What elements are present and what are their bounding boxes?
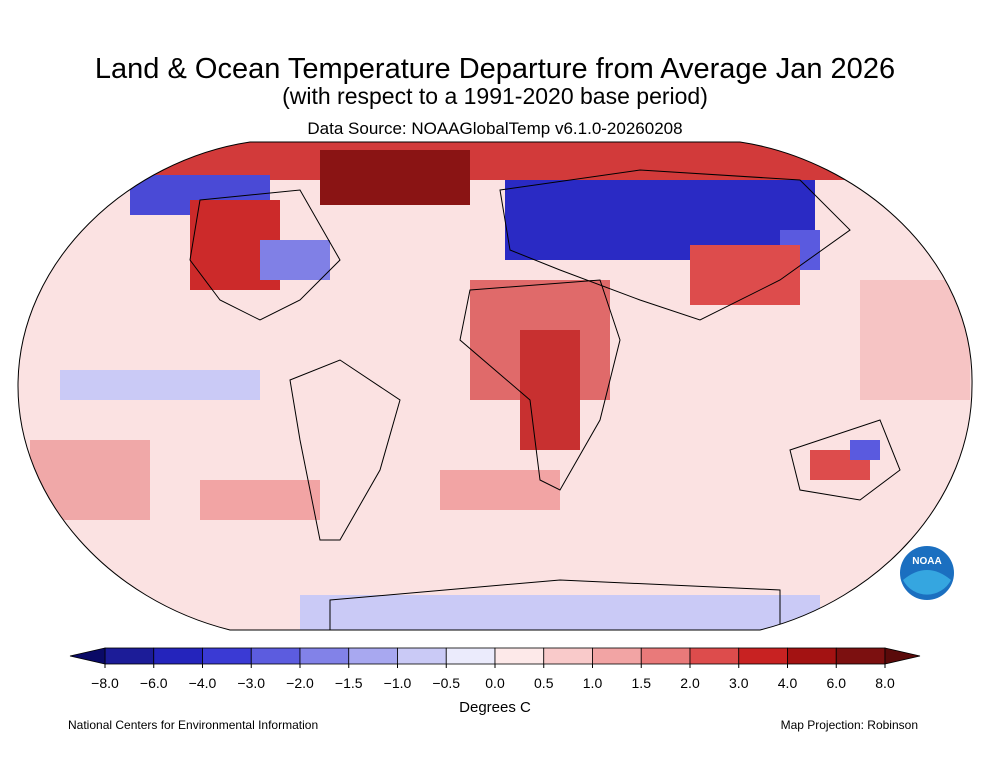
logo-text: NOAA xyxy=(912,556,941,567)
colorbar-bin xyxy=(689,647,740,665)
colorbar-tick-label: −1.5 xyxy=(335,675,363,691)
colorbar-tick-label: −0.5 xyxy=(432,675,460,691)
colorbar-bin xyxy=(592,647,642,665)
colorbar-bin xyxy=(738,647,788,665)
colorbar-over xyxy=(884,647,921,665)
colorbar-bin xyxy=(835,647,886,665)
colorbar-tick-label: −6.0 xyxy=(140,675,168,691)
anomaly-map xyxy=(18,142,973,630)
colorbar-bin xyxy=(787,647,837,665)
colorbar-label: Degrees C xyxy=(459,699,531,716)
colorbar-tick-label: 6.0 xyxy=(827,675,847,691)
colorbar-tick-label: −8.0 xyxy=(91,675,119,691)
colorbar-bin xyxy=(104,647,155,665)
footer-right: Map Projection: Robinson xyxy=(781,718,918,732)
map-outline xyxy=(17,141,973,631)
noaa-logo: NOAA xyxy=(900,546,954,600)
colorbar-tick-label: −3.0 xyxy=(237,675,265,691)
colorbar-tick-label: −2.0 xyxy=(286,675,314,691)
colorbar-tick-label: 1.5 xyxy=(632,675,652,691)
colorbar-tick-label: −4.0 xyxy=(189,675,217,691)
colorbar-bin xyxy=(250,647,301,665)
colorbar-tick-label: 8.0 xyxy=(875,675,895,691)
colorbar-tick-label: 0.5 xyxy=(534,675,554,691)
colorbar-tick-label: 0.0 xyxy=(485,675,505,691)
colorbar-bin xyxy=(543,647,593,665)
footer-left: National Centers for Environmental Infor… xyxy=(68,718,318,732)
colorbar-bin xyxy=(299,647,350,665)
colorbar-bin xyxy=(445,647,496,665)
colorbar-bin xyxy=(494,647,545,665)
title: Land & Ocean Temperature Departure from … xyxy=(95,53,895,85)
colorbar: −8.0 −6.0 −4.0 −3.0 −2.0 −1.5 −1.0 −0.5 0.0 0.5 1.… xyxy=(69,647,921,691)
colorbar-bin xyxy=(397,647,447,665)
colorbar-bin xyxy=(202,647,252,665)
colorbar-tick-label: 3.0 xyxy=(729,675,749,691)
data-source: Data Source: NOAAGlobalTemp v6.1.0-20260… xyxy=(307,119,682,138)
colorbar-bin xyxy=(348,647,398,665)
colorbar-tick-label: −1.0 xyxy=(384,675,412,691)
colorbar-bin xyxy=(640,647,691,665)
colorbar-under xyxy=(69,647,106,665)
colorbar-tick-label: 2.0 xyxy=(680,675,700,691)
colorbar-tick-label: 1.0 xyxy=(583,675,603,691)
colorbar-bin xyxy=(153,647,203,665)
subtitle: (with respect to a 1991-2020 base period… xyxy=(282,83,708,109)
colorbar-tick-label: 4.0 xyxy=(778,675,798,691)
